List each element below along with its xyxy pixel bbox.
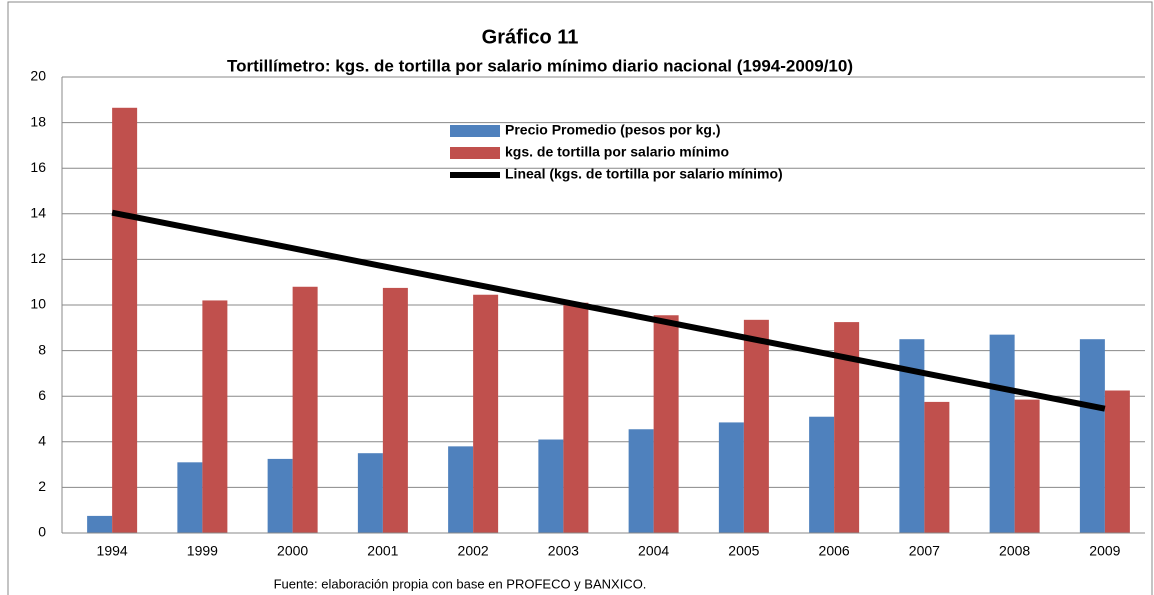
bar [563, 302, 589, 533]
y-tick-label: 18 [30, 113, 46, 129]
bar [653, 315, 679, 533]
bar [743, 319, 769, 533]
bar [924, 401, 950, 533]
x-tick-label: 2007 [909, 543, 940, 559]
bar [538, 439, 564, 533]
bar [473, 294, 499, 533]
y-tick-label: 2 [38, 478, 46, 494]
y-tick-label: 0 [38, 524, 46, 540]
y-tick-label: 20 [30, 68, 46, 84]
bar [448, 446, 474, 533]
y-tick-label: 8 [38, 341, 46, 357]
legend-swatch [450, 147, 500, 159]
bar [1079, 339, 1105, 533]
chart-frame [7, 1, 1153, 595]
chart-subtitle: Tortillímetro: kgs. de tortilla por sala… [227, 56, 853, 75]
bar [267, 458, 293, 533]
bar [202, 300, 228, 533]
bar [112, 107, 138, 533]
y-tick-label: 16 [30, 159, 46, 175]
bar [382, 287, 408, 533]
legend-label: kgs. de tortilla por salario mínimo [505, 144, 729, 160]
legend-label: Precio Promedio (pesos por kg.) [505, 122, 721, 138]
x-tick-label: 2003 [548, 543, 579, 559]
bar [87, 515, 113, 533]
x-tick-label: 2005 [728, 543, 759, 559]
y-tick-label: 6 [38, 387, 46, 403]
bar [718, 422, 744, 533]
y-tick-label: 10 [30, 296, 46, 312]
bar [1104, 390, 1130, 533]
y-tick-label: 14 [30, 205, 46, 221]
y-tick-label: 12 [30, 250, 46, 266]
bar [809, 416, 835, 533]
x-tick-label: 1994 [97, 543, 128, 559]
x-tick-label: 2009 [1089, 543, 1120, 559]
x-tick-label: 2002 [458, 543, 489, 559]
x-tick-label: 2008 [999, 543, 1030, 559]
bar [989, 334, 1015, 533]
legend-swatch [450, 125, 500, 137]
x-tick-label: 1999 [187, 543, 218, 559]
bar [357, 453, 383, 533]
bar [177, 462, 203, 533]
y-tick-label: 4 [38, 433, 46, 449]
bar [292, 286, 318, 533]
trend-line [111, 209, 1106, 412]
legend-label: Lineal (kgs. de tortilla por salario mín… [505, 166, 783, 182]
x-tick-label: 2006 [819, 543, 850, 559]
x-tick-label: 2001 [367, 543, 398, 559]
chart-title: Gráfico 11 [482, 26, 579, 48]
bar [628, 429, 654, 533]
source-note: Fuente: elaboración propia con base en P… [274, 576, 647, 591]
x-tick-label: 2000 [277, 543, 308, 559]
x-tick-label: 2004 [638, 543, 669, 559]
bar [1014, 399, 1040, 533]
